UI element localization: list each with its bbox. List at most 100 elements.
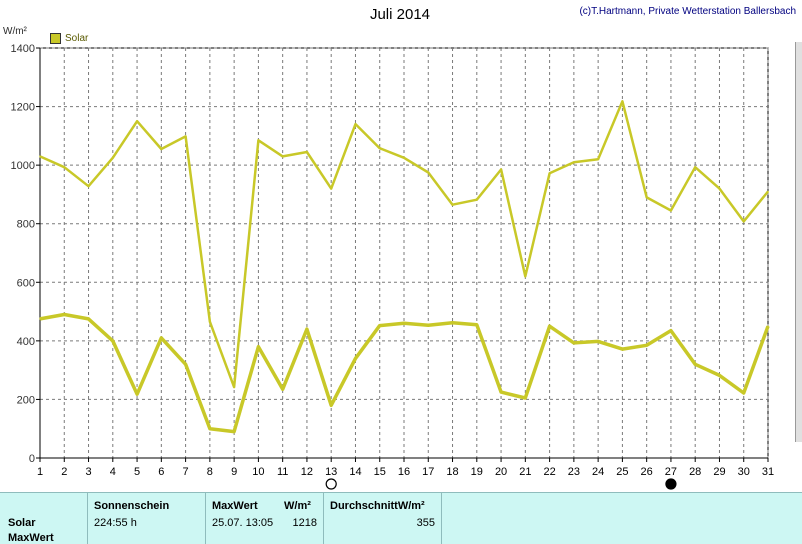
data-point <box>136 120 138 123</box>
data-point <box>112 340 114 342</box>
y-tick-label: 1000 <box>11 160 35 172</box>
data-point <box>500 168 502 171</box>
durchschnitt-value: 355 <box>416 517 435 529</box>
data-point <box>378 147 381 149</box>
durchschnitt-header: DurchschnittW/m² <box>330 500 425 512</box>
data-point <box>281 388 284 390</box>
data-point <box>597 340 599 343</box>
data-point <box>257 139 260 142</box>
data-point <box>573 342 575 344</box>
data-point <box>306 151 308 153</box>
row-label-maxwert: MaxWert <box>8 532 54 544</box>
filled-circle-marker <box>665 478 677 490</box>
data-point <box>427 171 430 174</box>
x-tick-label: 22 <box>543 466 555 478</box>
x-tick-label: 27 <box>665 466 677 478</box>
maxwert-column: MaxWert W/m² 25.07. 13:05 1218 <box>206 493 324 544</box>
x-tick-label: 5 <box>134 466 140 478</box>
x-tick-label: 2 <box>61 466 67 478</box>
x-tick-label: 19 <box>471 466 483 478</box>
sonnenschein-value: 224:55 h <box>94 517 137 529</box>
x-tick-label: 14 <box>349 466 361 478</box>
x-tick-label: 16 <box>398 466 410 478</box>
y-tick-label: 400 <box>17 336 35 348</box>
data-point <box>354 357 357 360</box>
data-point <box>645 196 648 199</box>
data-point <box>718 187 721 190</box>
y-tick-label: 600 <box>17 277 35 289</box>
x-tick-label: 31 <box>762 466 774 478</box>
data-point <box>670 329 672 332</box>
x-tick-label: 6 <box>158 466 164 478</box>
maxwert-header: MaxWert <box>212 500 258 512</box>
data-point <box>476 323 478 326</box>
data-point <box>645 344 648 347</box>
data-point <box>670 209 672 212</box>
data-point <box>209 321 211 323</box>
data-point <box>306 328 308 330</box>
maxwert-unit: W/m² <box>284 500 311 512</box>
row-labels-column: Solar MaxWert <box>0 493 88 544</box>
maxwert-date: 25.07. 13:05 <box>212 517 274 529</box>
data-point <box>718 374 721 377</box>
x-tick-label: 3 <box>85 466 91 478</box>
x-tick-label: 28 <box>689 466 701 478</box>
x-tick-label: 9 <box>231 466 237 478</box>
x-tick-label: 12 <box>301 466 313 478</box>
x-tick-label: 7 <box>183 466 189 478</box>
data-point <box>160 148 163 150</box>
data-point <box>184 363 187 366</box>
data-point <box>548 325 551 328</box>
data-point <box>39 155 41 158</box>
data-point <box>63 166 66 168</box>
data-point <box>378 324 381 327</box>
data-point <box>257 345 260 348</box>
open-circle-marker <box>325 478 337 490</box>
data-point <box>451 203 454 206</box>
x-tick-label: 15 <box>374 466 386 478</box>
x-tick-label: 10 <box>252 466 264 478</box>
data-point <box>694 166 696 168</box>
x-tick-label: 25 <box>616 466 628 478</box>
data-point <box>742 392 745 394</box>
data-point <box>184 135 187 138</box>
y-tick-label: 1200 <box>11 102 35 114</box>
x-tick-label: 24 <box>592 466 604 478</box>
x-tick-label: 30 <box>738 466 750 478</box>
y-tick-label: 0 <box>29 453 35 465</box>
data-point <box>403 157 405 159</box>
data-point <box>330 187 333 190</box>
x-tick-label: 29 <box>713 466 725 478</box>
credit-text: (c)T.Hartmann, Private Wetterstation Bal… <box>579 6 796 17</box>
y-tick-label: 1400 <box>11 43 35 55</box>
x-tick-label: 23 <box>568 466 580 478</box>
row-label-solar: Solar <box>8 517 36 529</box>
data-point <box>209 427 211 430</box>
x-tick-label: 21 <box>519 466 531 478</box>
durchschnitt-column: DurchschnittW/m² 355 <box>324 493 442 544</box>
summary-panel: Solar MaxWert Sonnenschein 224:55 h MaxW… <box>0 492 802 544</box>
x-tick-label: 20 <box>495 466 507 478</box>
x-tick-label: 8 <box>207 466 213 478</box>
data-point <box>233 386 235 388</box>
data-point <box>330 404 333 407</box>
data-point <box>767 325 769 328</box>
data-point <box>621 348 624 350</box>
data-point <box>427 324 430 327</box>
data-point <box>87 185 90 188</box>
legend: Solar <box>50 33 88 44</box>
x-tick-label: 17 <box>422 466 434 478</box>
x-tick-label: 4 <box>110 466 116 478</box>
y-axis-unit: W/m² <box>3 26 27 37</box>
data-point <box>694 363 696 366</box>
data-point <box>573 161 575 164</box>
vertical-scrollbar[interactable] <box>795 42 802 442</box>
maxwert-value: 1218 <box>292 517 317 529</box>
data-point <box>160 337 163 339</box>
data-point <box>39 318 41 320</box>
data-point <box>112 157 114 159</box>
legend-label-solar: Solar <box>65 33 89 44</box>
data-point <box>63 313 66 316</box>
data-point <box>354 123 357 125</box>
